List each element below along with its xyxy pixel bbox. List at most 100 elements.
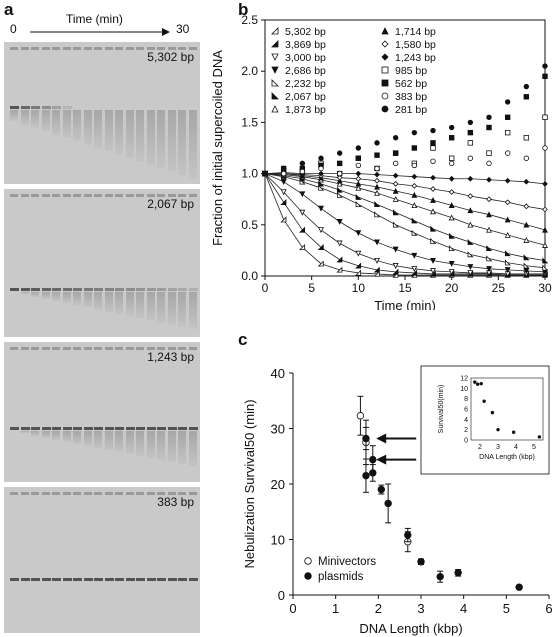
gel-well <box>178 347 186 350</box>
gel-band <box>73 427 82 431</box>
x-axis-label: Time (min) <box>374 298 436 310</box>
data-point <box>317 260 324 267</box>
data-point <box>486 255 493 262</box>
gel-well <box>104 47 113 50</box>
data-point <box>336 256 343 263</box>
data-point <box>467 175 474 182</box>
data-point <box>486 196 492 203</box>
gel-well <box>125 47 134 50</box>
gel-band <box>20 288 30 292</box>
data-point <box>336 191 343 198</box>
gel-band <box>52 427 61 431</box>
gel-band <box>52 105 61 109</box>
x-tick-label: 0 <box>262 281 269 295</box>
series-4 <box>262 170 549 271</box>
panel-b-letter: b <box>238 0 249 19</box>
data-point <box>467 119 474 126</box>
data-point <box>448 124 455 131</box>
gel-band <box>157 427 166 431</box>
data-point <box>299 160 306 167</box>
data-point <box>467 129 474 136</box>
gel-well <box>115 492 123 495</box>
inset-x-tick-label: 5 <box>532 444 536 451</box>
series-13 <box>262 63 548 177</box>
gel-well <box>10 492 18 495</box>
gel-smear <box>52 292 60 301</box>
gel-label: 2,067 bp <box>147 197 194 211</box>
data-point <box>448 214 455 221</box>
gel-well <box>10 47 18 50</box>
gel-band <box>41 427 51 431</box>
legend-label: 1,714 bp <box>395 26 436 38</box>
gel-smear <box>104 292 113 312</box>
data-point <box>374 201 381 208</box>
gel-smear <box>115 292 123 314</box>
gel-smear <box>188 292 197 330</box>
gel-smear <box>178 109 186 175</box>
data-point <box>392 172 399 179</box>
gel-band <box>73 577 82 581</box>
gel-band <box>115 427 124 431</box>
gel-band <box>115 577 124 581</box>
data-point <box>374 183 380 190</box>
y-tick-label: 0 <box>278 588 285 603</box>
gel-well <box>104 492 113 495</box>
legend-marker <box>381 105 389 113</box>
data-point <box>369 469 377 477</box>
x-tick-label: 5 <box>308 281 315 295</box>
gel-smear <box>73 431 81 444</box>
data-point <box>542 63 548 69</box>
gel-well <box>41 492 50 495</box>
time-axis-title: Time (min) <box>66 12 123 26</box>
legend-label: 2,686 bp <box>285 65 326 77</box>
inset-data-point <box>473 380 477 384</box>
gel-band <box>136 427 145 431</box>
gel-band <box>188 288 198 292</box>
data-point <box>467 238 474 245</box>
series-9 <box>262 169 548 187</box>
data-point <box>504 231 511 238</box>
legend-marker <box>271 92 279 100</box>
data-point <box>355 201 362 208</box>
gel-well <box>52 492 60 495</box>
data-point <box>523 236 530 243</box>
gel-smear <box>178 292 186 327</box>
data-point <box>374 257 380 264</box>
inset-data-point <box>537 435 542 439</box>
gel-smear <box>62 431 71 442</box>
data-point <box>336 177 343 184</box>
fit-curve <box>264 173 545 276</box>
time-arrow-icon <box>30 28 170 36</box>
gel-band <box>188 427 198 431</box>
data-point <box>542 242 548 248</box>
gel-smear <box>41 431 50 438</box>
data-point <box>430 174 436 181</box>
data-point <box>448 245 455 252</box>
gel-well <box>10 194 18 197</box>
data-point <box>542 114 548 120</box>
data-point <box>318 170 324 177</box>
gel-smear <box>83 431 92 446</box>
gel-smear <box>188 109 197 179</box>
y-axis-label: Nebulization Survival50 (min) <box>242 399 257 568</box>
data-point <box>355 145 362 151</box>
data-point <box>392 221 399 228</box>
gel-smear <box>94 292 102 310</box>
data-point <box>411 229 418 236</box>
gel-well <box>167 492 176 495</box>
gel-well <box>52 47 60 50</box>
data-point <box>430 158 436 165</box>
data-point <box>430 140 436 146</box>
gel-band <box>167 288 177 292</box>
data-point <box>411 252 418 259</box>
x-tick-label: 25 <box>492 281 506 295</box>
gel-well <box>146 47 155 50</box>
gel-well <box>31 194 39 197</box>
gel-band <box>136 288 145 292</box>
gel-smear <box>188 431 197 467</box>
inset-x-tick-label: 3 <box>496 444 500 451</box>
gel-band <box>62 577 72 581</box>
legend-label: plasmids <box>318 571 364 583</box>
inset-x-tick-label: 2 <box>478 444 482 451</box>
gel-band <box>178 577 187 581</box>
